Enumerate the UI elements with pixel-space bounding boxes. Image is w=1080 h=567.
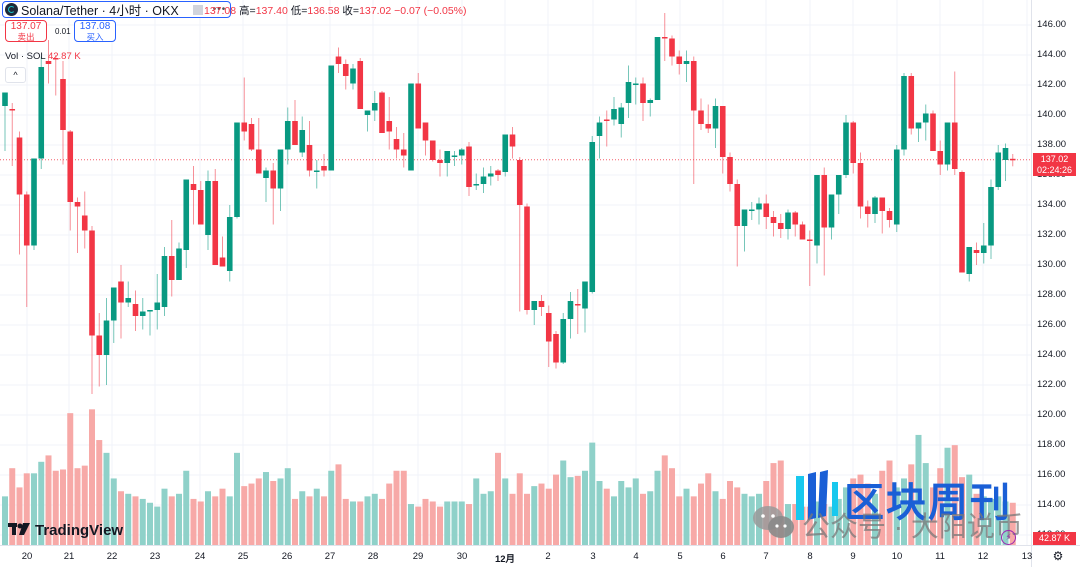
sell-price: 137.07 [10,21,42,32]
tradingview-mark-icon [8,522,30,539]
time-tick: 10 [891,551,903,562]
time-axis-divider [0,545,1080,546]
time-tick: 24 [194,551,206,562]
settings-gear-icon[interactable]: ⚙ [1052,549,1064,563]
close-value: 137.02 [359,5,392,17]
collapse-legend-button[interactable]: ^ [5,67,26,83]
high-value: 137.40 [255,5,288,17]
time-tick: 25 [237,551,249,562]
price-tick: 128.00 [1037,289,1067,300]
time-tick: 7 [763,551,769,562]
watermark-title-text: 区块周刊 [844,481,1012,525]
price-tick: 142.00 [1037,79,1067,90]
volume-legend[interactable]: Vol · SOL 42.87 K [5,51,81,62]
price-tick: 130.00 [1037,259,1067,270]
solana-logo-icon [5,3,18,16]
close-label: 收= [342,5,360,17]
volume-value: 42.87 K [47,51,81,62]
time-tick: 12月 [494,554,516,565]
price-tick: 114.00 [1037,499,1066,510]
last-volume-tag: 42.87 K [1033,532,1076,545]
sell-button[interactable]: 137.07 卖出 [5,20,47,42]
price-tick: 132.00 [1037,229,1067,240]
time-tick: 27 [324,551,336,562]
sell-label: 卖出 [17,32,35,42]
lightning-icon[interactable]: ⚡ [1001,530,1016,545]
price-tick: 138.00 [1037,139,1067,150]
time-tick: 3 [590,551,596,562]
buy-price: 137.08 [79,21,111,32]
time-tick: 30 [456,551,468,562]
price-axis-divider [1031,0,1032,567]
time-tick: 20 [21,551,33,562]
time-tick: 4 [633,551,639,562]
price-tick: 140.00 [1037,109,1067,120]
high-label: 高= [239,5,256,17]
watermark-title: 区块周刊 [796,470,1012,528]
watermark-logo-icon [796,470,840,520]
price-tick: 120.00 [1037,409,1067,420]
time-tick: 12 [977,551,989,562]
symbol-title: Solana/Tether · 4小时 · OKX [21,4,179,18]
price-tick: 144.00 [1037,49,1067,60]
time-tick: 9 [850,551,856,562]
time-tick: 28 [367,551,379,562]
time-tick: 29 [412,551,424,562]
tradingview-logo[interactable]: TradingView [8,522,123,539]
time-tick: 5 [677,551,683,562]
watermark-subtitle: 公众号 · 大阳说币 [802,511,1023,542]
price-tick: 122.00 [1037,379,1067,390]
tradingview-name: TradingView [35,522,124,539]
time-tick: 2 [545,551,551,562]
price-tick: 146.00 [1037,19,1067,30]
buy-label: 买入 [86,32,104,42]
last-price: 137.02 [1040,154,1069,164]
ohlc-values: 137.08 高=137.40 低=136.58 收=137.02 −0.07 … [204,3,467,18]
time-tick: 6 [720,551,726,562]
wechat-icon [752,504,796,540]
low-label: 低= [290,5,308,17]
last-price-tag: 137.02 02:24:26 [1033,153,1076,176]
spread-value: 0.01 [55,27,71,36]
price-tick: 124.00 [1037,349,1067,360]
time-tick: 22 [106,551,118,562]
time-tick: 8 [807,551,813,562]
symbol-legend[interactable]: Solana/Tether · 4小时 · OKX ••• [2,1,232,18]
price-tick: 126.00 [1037,319,1067,330]
bar-countdown: 02:24:26 [1036,164,1073,175]
open-value: 137.08 [204,5,237,17]
symbol-color-swatch[interactable] [192,4,203,15]
time-tick: 13 [1021,551,1033,562]
low-value: 136.58 [307,5,340,17]
price-tick: 116.00 [1037,469,1066,480]
time-tick: 23 [149,551,161,562]
price-tick: 134.00 [1037,199,1067,210]
time-tick: 21 [63,551,75,562]
time-tick: 11 [935,551,945,562]
change-value: −0.07 (−0.05%) [394,5,467,17]
volume-label: Vol · SOL [5,51,46,62]
more-options-icon[interactable]: ••• [212,4,227,15]
buy-button[interactable]: 137.08 买入 [74,20,116,42]
price-tick: 118.00 [1037,439,1066,450]
time-tick: 26 [281,551,293,562]
